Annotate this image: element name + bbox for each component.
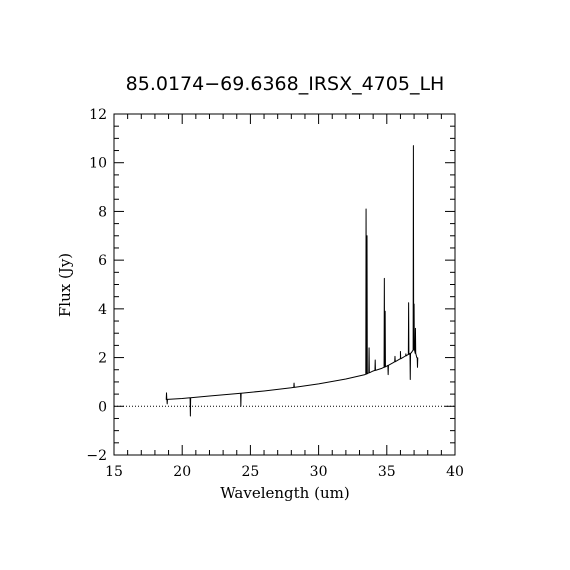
x-axis-label: Wavelength (um)	[220, 484, 349, 502]
x-tick-label: 15	[105, 464, 123, 480]
x-tick-label: 20	[173, 464, 191, 480]
y-tick-label: 0	[98, 399, 107, 415]
y-tick-label: 4	[98, 302, 107, 318]
y-tick-label: 2	[98, 351, 107, 367]
axis-ticks	[113, 113, 456, 456]
chart-title: 85.0174−69.6368_IRSX_4705_LH	[126, 73, 445, 95]
series-layer	[165, 145, 419, 417]
x-tick-label: 30	[310, 464, 328, 480]
y-axis-label: Flux (Jy)	[56, 253, 74, 317]
x-tick-label: 25	[241, 464, 259, 480]
axis-tick-labels: 15 20 25 30 35 40 −2 0 2 4 6 8 10 12	[86, 107, 464, 480]
y-tick-label: 8	[98, 204, 107, 220]
spectrum-line	[165, 145, 419, 417]
x-tick-label: 35	[378, 464, 396, 480]
x-tick-label: 40	[446, 464, 464, 480]
y-tick-label: 6	[98, 253, 107, 269]
y-tick-label: −2	[86, 448, 107, 464]
plot-frame	[113, 113, 456, 456]
y-tick-label: 10	[89, 156, 107, 172]
y-tick-label: 12	[89, 107, 107, 123]
